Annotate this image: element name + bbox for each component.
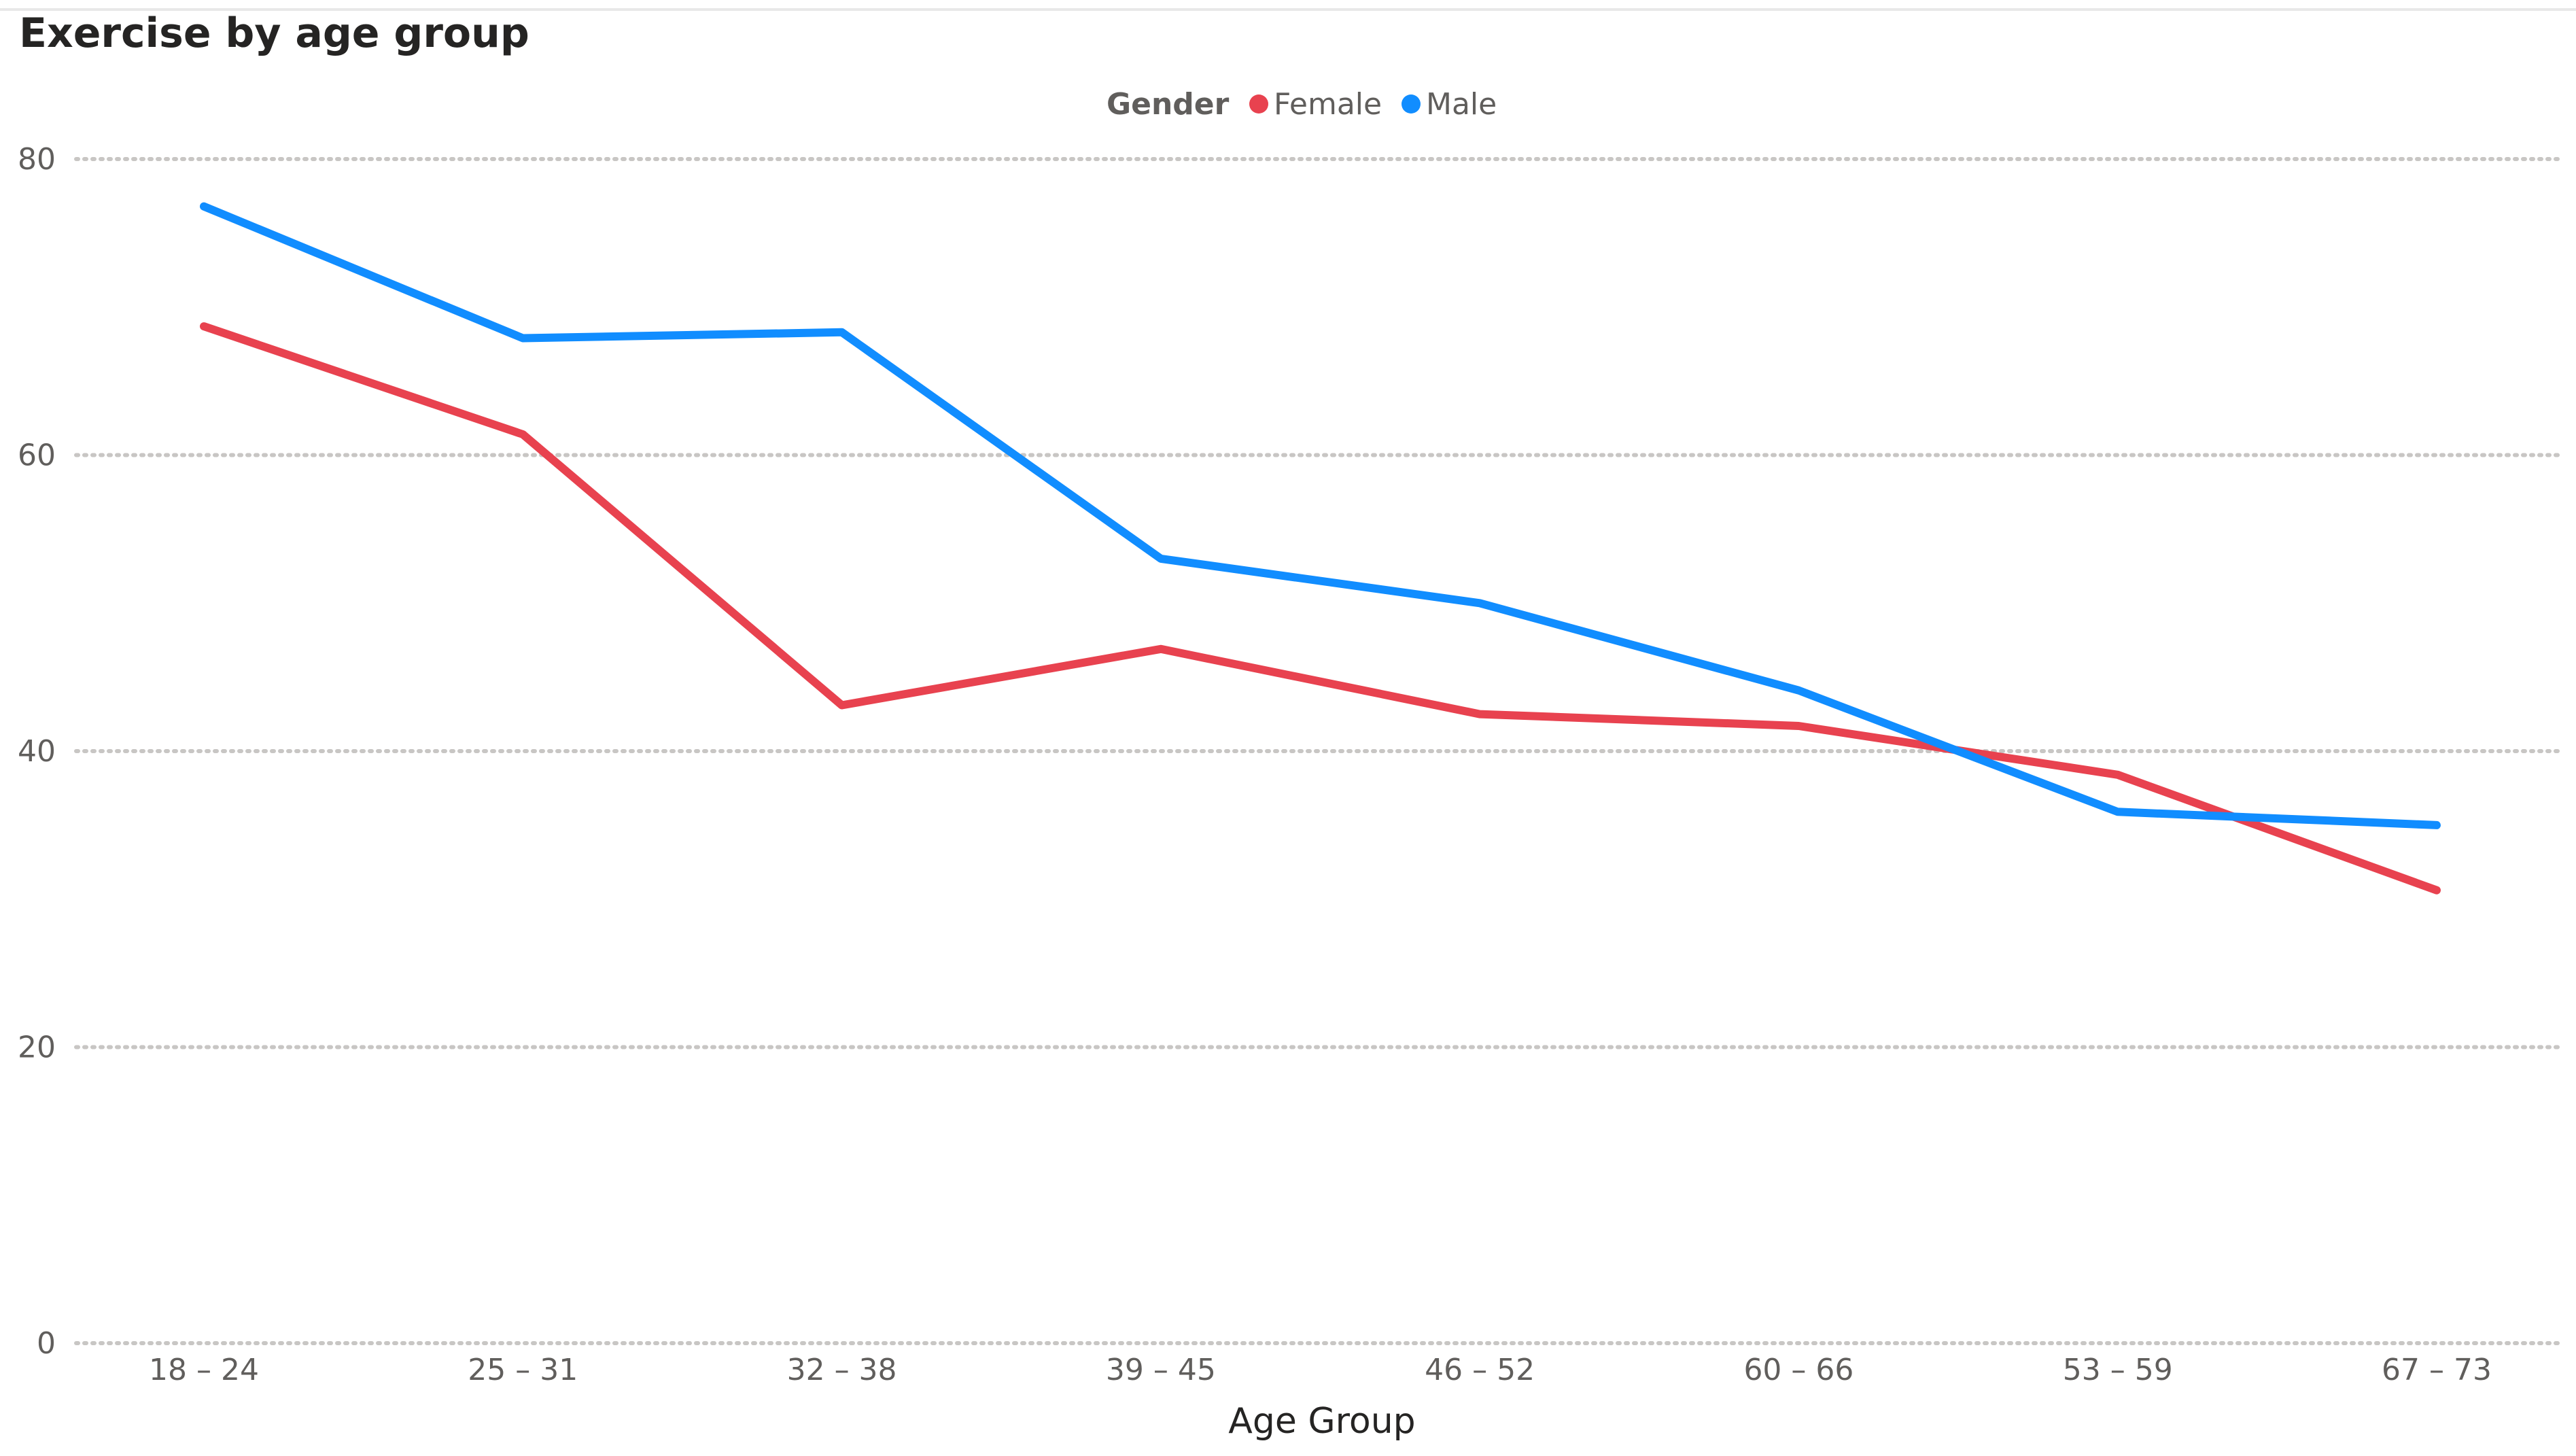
series-lines	[200, 202, 2441, 895]
x-tick-label: 67 – 73	[2382, 1353, 2492, 1387]
x-tick-label: 18 – 24	[149, 1353, 259, 1387]
x-tick-label: 39 – 45	[1106, 1353, 1216, 1387]
x-axis-title: Age Group	[1228, 1401, 1415, 1442]
x-tick-label: 53 – 59	[2063, 1353, 2173, 1387]
legend-item-male[interactable]: Male	[1426, 87, 1497, 122]
legend-title: Gender	[1107, 87, 1230, 122]
chart-title: Exercise by age group	[19, 10, 529, 57]
series-line-female[interactable]	[200, 322, 2441, 895]
legend-item-female[interactable]: Female	[1274, 87, 1382, 122]
y-tick-label: 20	[18, 1030, 56, 1065]
y-axis-ticks: 0 20 40 60 80	[18, 142, 56, 1361]
legend-marker-female	[1249, 94, 1268, 114]
x-tick-label: 25 – 31	[468, 1353, 578, 1387]
x-axis-ticks: 18 – 24 25 – 31 32 – 38 39 – 45 46 – 52 60 – …	[149, 1353, 2492, 1387]
legend[interactable]: Gender Female Male	[1107, 87, 1497, 122]
series-line-male[interactable]	[200, 202, 2441, 829]
y-tick-label: 80	[18, 142, 56, 177]
legend-marker-male	[1402, 94, 1421, 114]
y-tick-label: 40	[18, 734, 56, 769]
top-border	[0, 8, 2576, 11]
x-tick-label: 60 – 66	[1743, 1353, 1853, 1387]
y-tick-label: 0	[37, 1326, 56, 1361]
gridlines	[74, 157, 2566, 1345]
x-tick-label: 32 – 38	[787, 1353, 897, 1387]
y-tick-label: 60	[18, 438, 56, 473]
x-tick-label: 46 – 52	[1425, 1353, 1535, 1387]
